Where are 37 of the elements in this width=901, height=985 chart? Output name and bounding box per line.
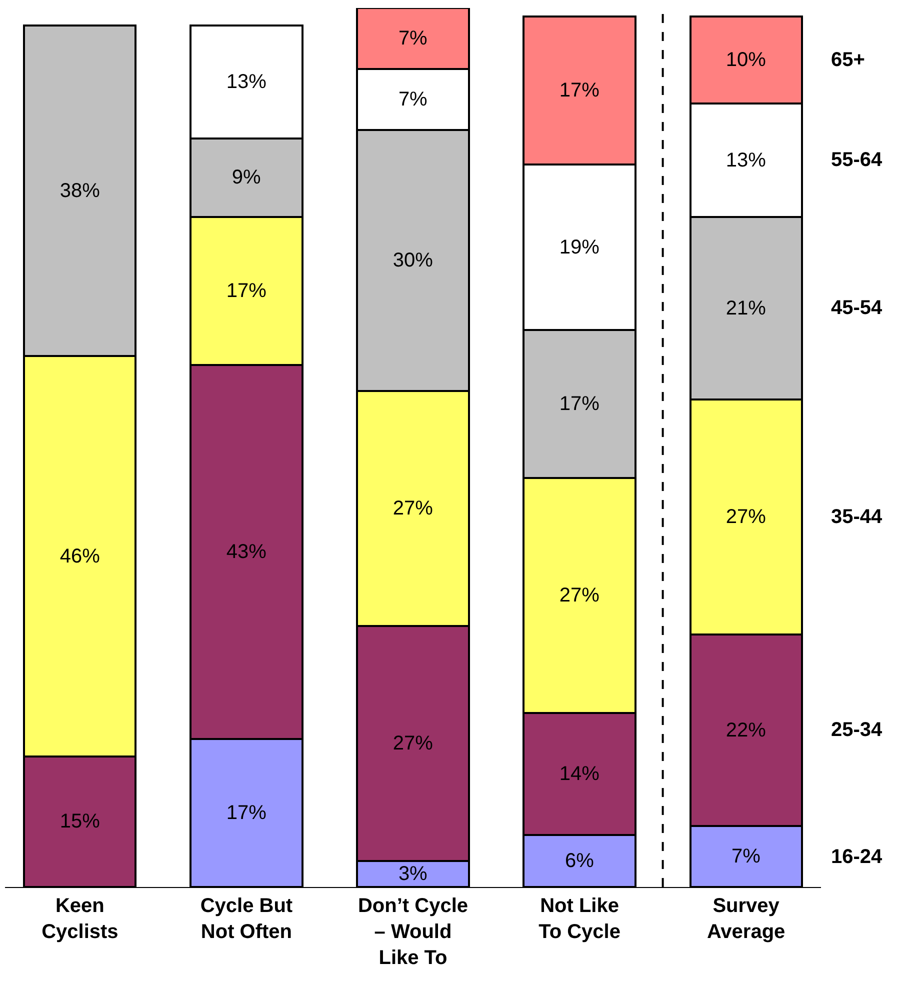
data-label: 15% <box>60 810 100 833</box>
data-label: 17% <box>226 802 267 824</box>
x-tick-label: Survey Average <box>706 895 786 943</box>
data-label: 38% <box>60 180 100 202</box>
data-label: 17% <box>559 392 600 415</box>
series-label: 55-64 <box>831 149 884 171</box>
data-label: 13% <box>726 149 766 172</box>
data-label: 43% <box>226 540 267 563</box>
x-tick-label: Cycle But Not Often <box>200 895 293 943</box>
data-label: 7% <box>398 27 428 50</box>
series-label: 35-44 <box>831 506 884 528</box>
series-label: 16-24 <box>831 846 884 868</box>
data-label: 27% <box>392 732 434 754</box>
data-label: 27% <box>726 506 766 528</box>
data-label: 3% <box>398 862 428 885</box>
data-label: 21% <box>726 297 766 320</box>
series-label: 25-34 <box>831 719 884 741</box>
series-label: 65+ <box>831 49 865 71</box>
data-label: 17% <box>226 280 267 302</box>
data-label: 14% <box>559 762 600 785</box>
data-label: 30% <box>392 249 434 272</box>
data-label: 17% <box>559 80 600 102</box>
data-label: 22% <box>726 719 766 742</box>
data-label: 46% <box>60 545 100 568</box>
x-tick-label: Not Like To Cycle <box>538 895 620 943</box>
data-label: 19% <box>559 236 600 258</box>
data-label: 7% <box>398 88 428 110</box>
data-label: 7% <box>732 846 761 868</box>
x-tick-label: Keen Cyclists <box>42 895 118 943</box>
data-label: 9% <box>232 166 262 189</box>
data-label: 6% <box>564 850 594 872</box>
data-label: 27% <box>392 497 434 520</box>
x-tick-label: Don’t Cycle – Would Like To <box>358 895 468 969</box>
series-label: 45-54 <box>831 297 884 319</box>
data-label: 10% <box>726 49 766 72</box>
data-label: 27% <box>559 584 600 606</box>
data-label: 13% <box>226 70 267 93</box>
